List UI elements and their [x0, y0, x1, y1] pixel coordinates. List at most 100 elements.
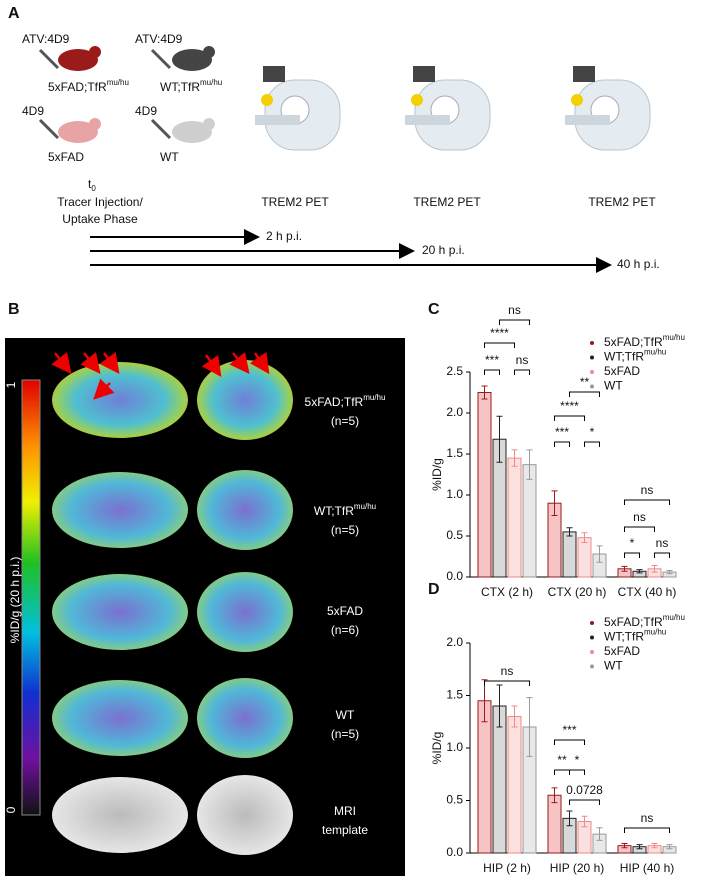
- name: 5xFAD: [327, 604, 363, 618]
- error-bar: [581, 532, 588, 544]
- significance-label: ****: [560, 399, 579, 413]
- legend-marker: [590, 621, 594, 625]
- error-bar: [481, 385, 488, 400]
- legend-marker: [590, 355, 594, 360]
- row-n: (n=5): [331, 727, 359, 741]
- timepoint: 40 h p.i.: [617, 257, 660, 271]
- legend-marker: [590, 664, 594, 669]
- error-bar: [621, 843, 628, 849]
- pet-label: TREM2 PET: [588, 195, 656, 209]
- y-tick-label: 1.5: [446, 688, 463, 702]
- label: WT;TfRmu/hu: [604, 348, 666, 364]
- significance-bracket: [484, 680, 530, 686]
- name: 5xFAD: [604, 644, 640, 658]
- bar: [577, 537, 592, 578]
- name: 5xFAD: [604, 364, 640, 378]
- name: MRI: [334, 804, 356, 818]
- y-tick-label: 2.5: [446, 364, 463, 378]
- bar: [547, 794, 562, 854]
- significance-label: **: [557, 753, 567, 767]
- significance-bracket: [499, 319, 530, 325]
- significance-label: *: [590, 425, 595, 439]
- group-name: 5xFAD;TfRmu/hu: [48, 78, 129, 94]
- x-tick-label: CTX (40 h): [618, 585, 677, 599]
- significance-label: ***: [485, 353, 499, 367]
- name: 5xFAD;TfR: [604, 335, 663, 349]
- label: 5xFAD;TfRmu/hu: [305, 393, 386, 409]
- error-bar: [551, 490, 558, 516]
- error-bar: [496, 415, 503, 463]
- significance-label: *: [575, 753, 580, 767]
- significance-bracket: [569, 391, 600, 397]
- phase: Tracer Injection/: [57, 195, 143, 209]
- error-bar: [511, 449, 518, 467]
- phase: Uptake Phase: [62, 212, 138, 226]
- x-tick-label: HIP (20 h): [550, 861, 604, 875]
- timepoint: 2 h p.i.: [266, 229, 302, 243]
- significance-bracket: [624, 526, 655, 532]
- legend-marker: [590, 384, 594, 389]
- significance-label: ns: [516, 353, 529, 367]
- legend-marker: [590, 635, 594, 640]
- bar: [522, 464, 537, 578]
- name: WT;TfR: [604, 630, 644, 644]
- name: WT: [604, 659, 623, 673]
- label: 5xFAD;TfRmu/hu: [604, 333, 685, 349]
- panel-label: C: [428, 301, 440, 318]
- name: 5xFAD;TfR: [604, 615, 663, 629]
- pet-label: TREM2 PET: [413, 195, 481, 209]
- y-tick-label: 0.5: [446, 528, 463, 542]
- name: 5xFAD;TfR: [48, 80, 107, 94]
- superscript: mu/hu: [354, 502, 376, 511]
- bar: [507, 457, 522, 578]
- label: WT;TfRmu/hu: [314, 502, 376, 518]
- significance-label: ***: [562, 723, 576, 737]
- y-tick-label: 1.0: [446, 740, 463, 754]
- tracer: 4D9: [135, 104, 157, 118]
- subscript: 0: [91, 184, 96, 193]
- colorbar-min: 0: [4, 806, 18, 813]
- bar: [477, 392, 492, 578]
- superscript: mu/hu: [663, 613, 685, 622]
- error-bar: [481, 679, 488, 723]
- panel-label: A: [8, 5, 20, 22]
- bar: [507, 716, 522, 854]
- label: WT: [604, 659, 623, 673]
- error-bar: [496, 684, 503, 728]
- name: WT: [604, 379, 623, 393]
- row-n: (n=5): [331, 414, 359, 428]
- x-tick-label: CTX (2 h): [481, 585, 533, 599]
- superscript: mu/hu: [363, 393, 385, 402]
- significance-label: *: [630, 536, 635, 550]
- error-bar: [566, 810, 573, 827]
- name: WT;TfR: [314, 504, 354, 518]
- label: WT: [604, 379, 623, 393]
- y-axis-label: %ID/g: [430, 732, 444, 765]
- tracer: ATV:4D9: [22, 32, 70, 46]
- error-bar: [551, 787, 558, 804]
- t: t: [88, 177, 92, 191]
- y-tick-label: 0.5: [446, 793, 463, 807]
- group-name: 5xFAD: [48, 150, 84, 164]
- x-tick-label: HIP (40 h): [620, 861, 674, 875]
- image-row-labels: 5xFAD;TfRmu/hu(n=5)WT;TfRmu/hu(n=5)5xFAD…: [305, 393, 386, 837]
- y-tick-label: 0.0: [446, 569, 463, 583]
- significance-bracket: [484, 369, 500, 375]
- significance-bracket: [624, 499, 670, 505]
- error-bar: [621, 565, 628, 572]
- significance-label: ***: [555, 425, 569, 439]
- significance-label: 0.0728: [566, 783, 603, 797]
- x-tick-label: CTX (20 h): [548, 585, 607, 599]
- significance-label: ns: [501, 664, 514, 678]
- y-tick-label: 2.0: [446, 635, 463, 649]
- significance-label: ns: [633, 510, 646, 524]
- y-axis-label: %ID/g: [430, 458, 444, 491]
- label: 5xFAD: [604, 364, 640, 378]
- significance-bracket: [514, 369, 530, 375]
- panel-label: D: [428, 581, 440, 598]
- significance-bracket: [569, 799, 600, 805]
- y-tick-label: 2.0: [446, 405, 463, 419]
- mice: [38, 46, 215, 143]
